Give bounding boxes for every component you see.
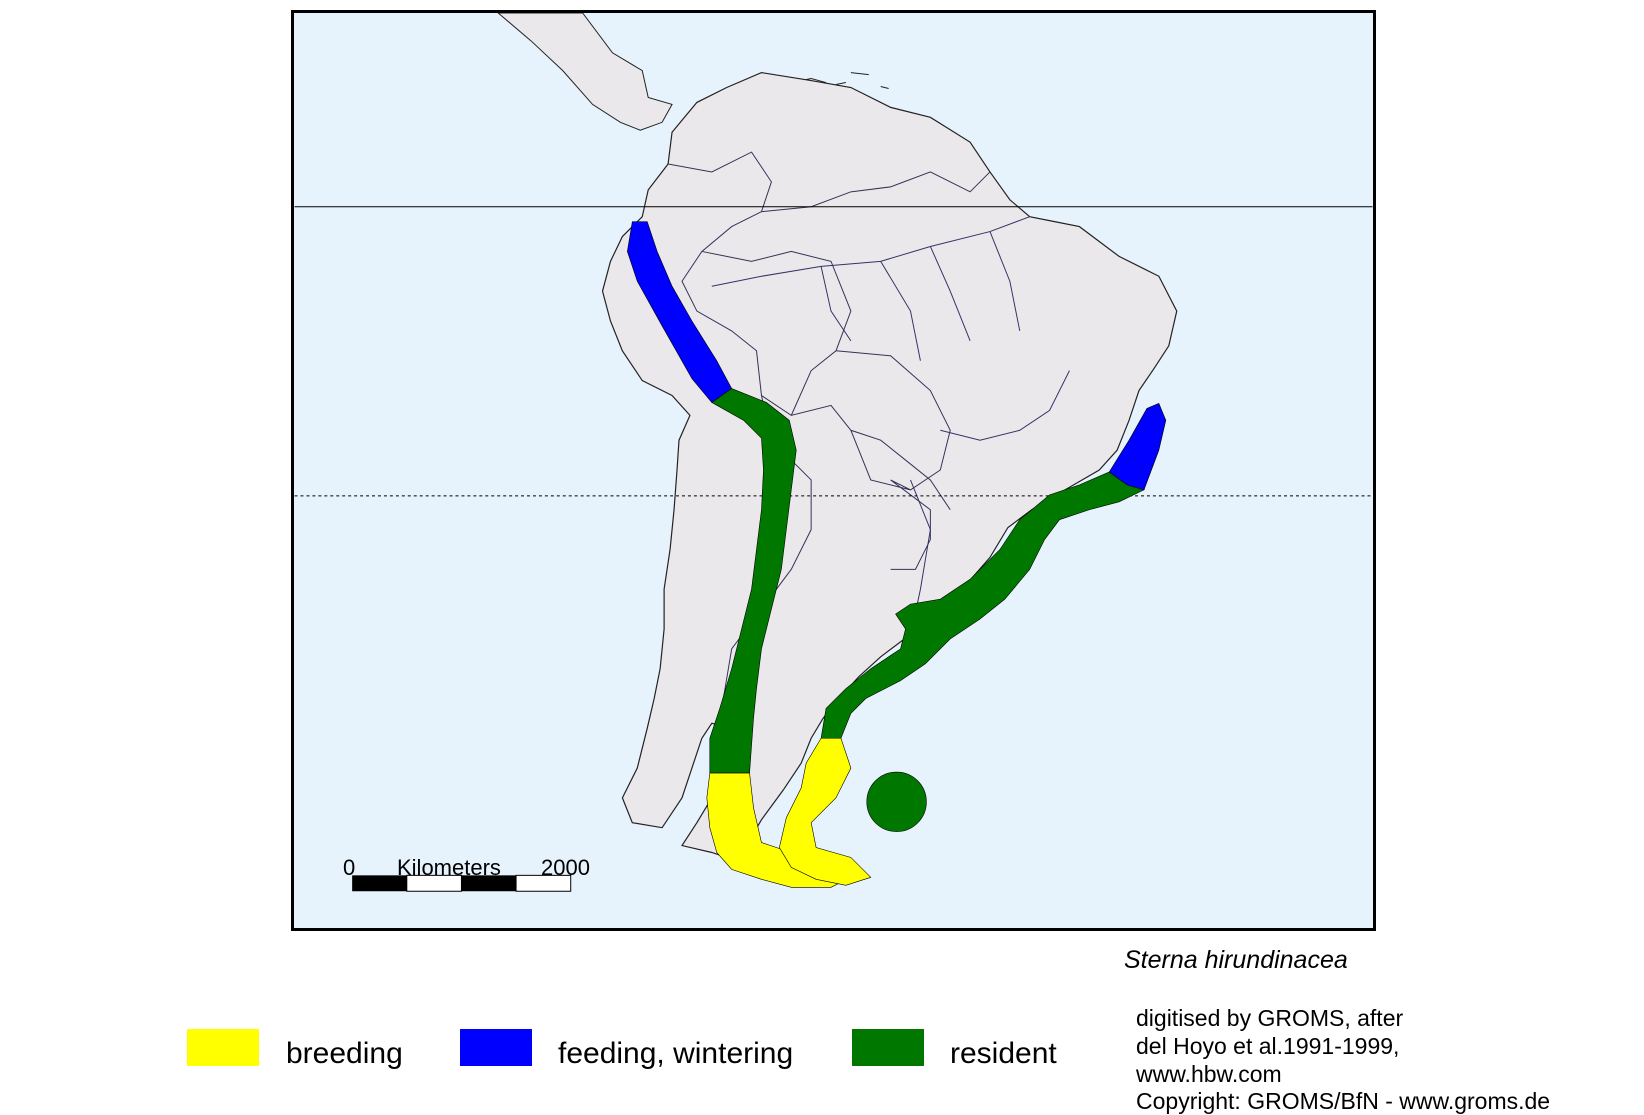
caribbean-islands [791,72,889,89]
scale-end-label: 2000 [541,855,590,880]
south-america-land [601,71,1178,864]
legend-swatch-feeding [460,1029,532,1066]
range-resident-falklands [866,771,927,832]
rivers [711,216,1070,637]
scale-unit-label: Kilometers [397,855,501,880]
scale-bar-graphic [352,874,572,892]
legend-label-breeding: breeding [286,1037,403,1070]
legend-swatch-breeding [187,1029,259,1066]
credit-line-3: www.hbw.com [1136,1061,1282,1087]
legend-swatch-resident [852,1029,924,1066]
scale-start-label: 0 [343,855,356,880]
legend-label-resident: resident [950,1037,1057,1070]
range-map: 0 Kilometers 2000 [291,10,1376,931]
range-breeding-southeast [779,737,872,886]
credit-line-2: del Hoyo et al.1991-1999, [1136,1033,1400,1059]
map-canvas [294,13,1373,892]
central-america-land [497,13,673,131]
credit-line-1: digitised by GROMS, after [1136,1005,1404,1031]
credit-line-4: Copyright: GROMS/BfN - www.groms.de [1136,1088,1551,1114]
legend-label-feeding: feeding, wintering [558,1037,794,1070]
country-borders [667,151,991,744]
species-name: Sterna hirundinacea [1124,946,1348,974]
